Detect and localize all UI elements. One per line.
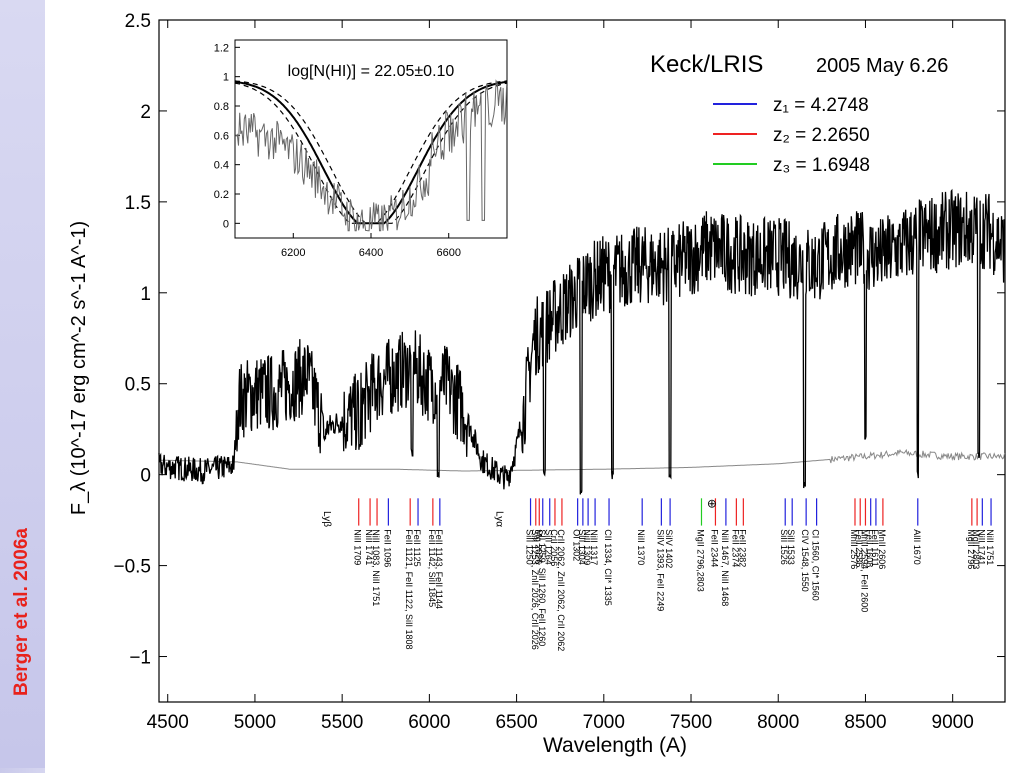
line-id-label: FeII 1143, FeII 1144: [434, 529, 444, 609]
line-id-label: Mg 2026: [533, 529, 543, 564]
axes-group: 4500 5000 5500 6000 6500 7000 7500 8000 8500 9000…: [113, 11, 1006, 733]
left-sidebar: [0, 0, 45, 768]
line-id-label: CIV 1548, 1550: [800, 529, 810, 592]
line-id-label: MnII 2606: [877, 529, 887, 569]
line-id-label: SiIV 1402: [664, 529, 674, 568]
inset-x-tick-label: 6200: [281, 247, 305, 259]
x-tick-label: 8000: [757, 712, 799, 733]
line-id-label: SII 1259, SiII 1260, FeII 1260: [537, 529, 547, 646]
line-id-label: MnII 2594, FeII 2600: [859, 529, 869, 612]
inset-frame: [234, 39, 508, 239]
x-tick-label: 4500: [147, 712, 189, 733]
x-tick-label: 6500: [495, 712, 537, 733]
y-tick-label: 2.5: [125, 11, 151, 32]
y-tick-label: 0: [140, 466, 151, 487]
spectrum-chart: 4500 5000 5500 6000 6500 7000 7500 8000 8500 9000…: [45, 0, 1024, 768]
inset-y-tick-label: 0.8: [214, 101, 229, 113]
line-id-label: Lyα: [494, 511, 505, 527]
y-tick-label: −0.5: [113, 557, 151, 578]
line-id-label: FeII 1121, FeII 1122, SiII 1808: [404, 529, 414, 649]
plot-frame: [158, 19, 1006, 703]
line-id-label: FeII 1125: [412, 529, 422, 566]
legend-label: z₁ = 4.2748: [773, 95, 869, 116]
flux-spectrum-line: [158, 188, 1006, 495]
line-id-label: CI 1560, CI* 1560: [811, 529, 821, 601]
line-id-label: SiII 1526: [779, 529, 789, 565]
line-id-label: NiII 1317: [589, 529, 599, 565]
line-id-label: CII 1334, CII* 1335: [603, 529, 613, 606]
citation-credit: Berger et al. 2006a: [11, 528, 32, 696]
line-id-label: SiIV 1393, FeII 2249: [655, 529, 665, 611]
inset-y-tick-label: 0.6: [214, 130, 229, 142]
line-id-label: NiII 1083, NiII 1751: [371, 529, 381, 606]
line-id-label: FeII 1611: [870, 529, 880, 566]
inset-x-tick-label: 6400: [359, 247, 383, 259]
x-tick-label: 7000: [583, 712, 625, 733]
x-tick-label: 9000: [932, 712, 974, 733]
x-axis-label: Wavelength (A): [543, 734, 687, 757]
x-tick-label: 7500: [670, 712, 712, 733]
line-id-label: NiII 1741: [364, 529, 374, 565]
x-tick-label: 5000: [234, 712, 276, 733]
figure-panel: 4500 5000 5500 6000 6500 7000 7500 8000 8500 9000…: [45, 0, 1024, 768]
x-tick-label: 5500: [321, 712, 363, 733]
line-id-label: NiII 1309: [582, 529, 592, 565]
y-tick-label: −1: [129, 648, 151, 669]
line-id-label: AlII 1670: [912, 529, 922, 565]
line-id-label: MnII 2576: [849, 529, 859, 569]
earth-symbol: ⊕: [707, 496, 717, 510]
line-id-label: NiII 1467, NiII 1468: [720, 529, 730, 606]
y-axis-label: F_λ (10^-17 erg cm^-2 s^-1 A^-1): [68, 221, 90, 515]
line-id-label: NiII 1709: [353, 529, 363, 565]
line-id-label: FeII 2382: [737, 529, 747, 567]
chart-title: Keck/LRIS: [650, 51, 763, 78]
line-id-label: SiII 1304: [577, 529, 587, 565]
legend-label: z₃ = 1.6948: [773, 155, 870, 176]
line-id-label: NiII 1751: [985, 529, 995, 565]
legend: z₁ = 4.2748 z₂ = 2.2650 z₃ = 1.6948: [713, 95, 870, 176]
line-id-label: MgII 2803: [971, 529, 981, 569]
line-id-label: SiII 1253, ZnII 2026, CrII 2026: [530, 529, 540, 650]
line-id-label: Lyβ: [321, 511, 332, 527]
line-id-label: NiII 1370: [636, 529, 646, 565]
y-tick-label: 0.5: [125, 375, 151, 396]
line-id-label: MgII 2796: [966, 529, 976, 569]
y-tick-label: 1.5: [125, 193, 151, 214]
inset-y-tick-label: 1.2: [214, 42, 229, 54]
inset-y-tick-label: 0.4: [214, 160, 229, 172]
line-id-label: FeII 1096: [382, 529, 392, 567]
x-tick-label: 8500: [844, 712, 886, 733]
inset-data-line: [234, 79, 508, 232]
inset-plot: 6200 6400 6600 0 0.2 0.4 0.6 0.8 1 1.2 log[N(HI)] …: [214, 39, 508, 259]
inset-y-tick-label: 0: [223, 218, 229, 230]
inset-x-tick-label: 6600: [436, 247, 460, 259]
inset-y-tick-label: 1: [223, 72, 229, 84]
series-group: [158, 188, 1006, 495]
chart-background: [45, 0, 1024, 768]
line-id-label: NiII 1741: [976, 529, 986, 565]
inset-y-tick-label: 0.2: [214, 189, 229, 201]
line-id-label: FeII 2586: [854, 529, 864, 567]
line-id-label: CrII 2056: [549, 529, 559, 566]
chart-subtitle: 2005 May 6.26: [816, 55, 948, 77]
line-id-label: MgII 2796,2803: [695, 529, 705, 592]
y-tick-label: 2: [140, 102, 151, 123]
line-id-label: SiII 1533: [786, 529, 796, 565]
line-id-label: FeII 1608: [865, 529, 875, 567]
y-tick-label: 1: [140, 284, 151, 305]
line-id-label: FeII 1142, SiII 1845: [427, 529, 437, 607]
line-id-label: FeII 2374: [730, 529, 740, 567]
line-id-label: OI 1302: [572, 529, 582, 561]
line-id-label: SiII 1264: [544, 529, 554, 565]
line-id-label: CrII 2062, ZnII 2062, CrII 2062: [556, 529, 566, 651]
line-id-label: FeII 2344: [709, 529, 719, 567]
x-tick-label: 6000: [408, 712, 450, 733]
inset-annotation: log[N(HI)] = 22.05±0.10: [288, 63, 455, 80]
legend-label: z₂ = 2.2650: [773, 125, 870, 146]
line-id-label: SiII 1250: [525, 529, 535, 565]
